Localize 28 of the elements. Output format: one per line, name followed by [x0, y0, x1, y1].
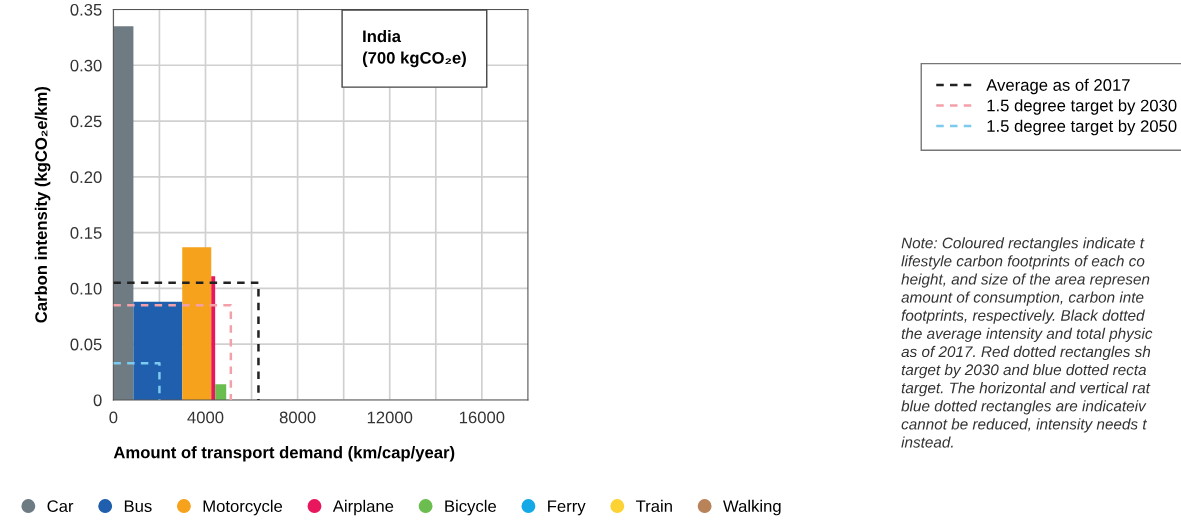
legend-label: Bicycle	[445, 499, 497, 516]
x-tick-label: 8000	[279, 411, 316, 424]
x-tick-label: 16000	[459, 411, 505, 424]
legend-label: Car	[47, 500, 74, 513]
y-tick-label: 0.30	[70, 59, 102, 72]
x-tick-label: 0	[109, 411, 118, 424]
y-axis-title: Carbon intensity (kgCO₂e/km)	[34, 87, 51, 323]
x-axis-title: Amount of transport demand (km/cap/year)	[113, 446, 455, 462]
y-tick-label: 0.25	[70, 115, 102, 128]
legend-label: Train	[636, 499, 672, 513]
y-tick-label: 0.15	[70, 227, 102, 239]
legend-label: Motorcycle	[203, 499, 283, 516]
legend-label: Average as of 2017	[986, 78, 1130, 95]
legend-label: Airplane	[332, 499, 394, 516]
y-tick-label: 0.05	[70, 338, 102, 351]
legend-label: 1.5 degree target by 2030	[987, 99, 1177, 115]
legend-label: Walking	[723, 499, 781, 516]
legend-label: 1.5 degree target by 2050	[987, 119, 1177, 136]
y-tick-label: 0.10	[70, 282, 102, 295]
text: Note: Coloured rectangles indicate t lifestyle carbon footprints of each co height, and size of the area represen amount of consumption, carbon inte footprints, respectively. Black dotted the average intensity and total physic as of 2017. Red dotted rectangles sh target by 2030 and blue dotted recta target. The horizontal and vertical rat blue dotted rectangles are indicateiv cannot be reduced, intensity needs t instead.	[901, 237, 1153, 448]
legend-label: Bus	[124, 500, 152, 513]
x-tick-label: 4000	[187, 411, 224, 424]
x-tick-label: 12000	[367, 411, 413, 424]
y-tick-label: 0	[93, 394, 102, 407]
text: India (700 kgCO₂e)	[362, 29, 466, 68]
y-tick-label: 0.35	[70, 3, 102, 16]
legend-label: Ferry	[548, 500, 586, 516]
y-tick-label: 0.20	[70, 171, 102, 184]
